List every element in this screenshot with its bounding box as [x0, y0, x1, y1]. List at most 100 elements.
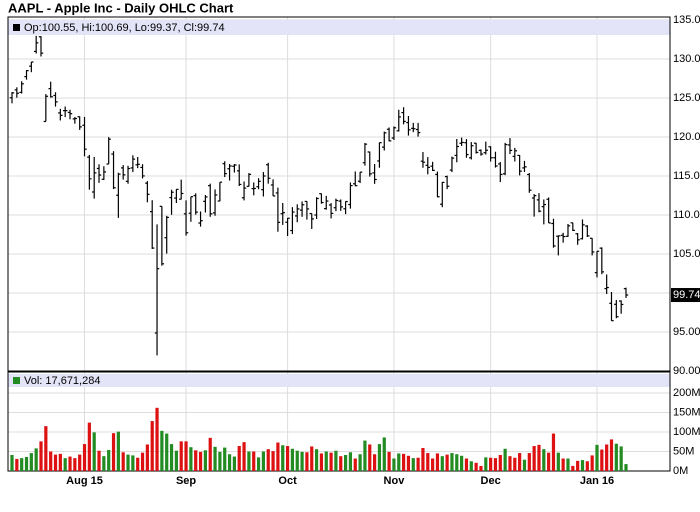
volume-bar [252, 451, 256, 471]
y-tick-label: 0M [673, 465, 688, 477]
x-tick-label: Dec [481, 475, 501, 487]
legend-icon [13, 24, 20, 31]
y-tick-label: 105.00 [673, 248, 700, 260]
y-tick-label: 135.00 [673, 14, 700, 26]
volume-bar [614, 443, 618, 471]
volume-bar [460, 455, 464, 471]
volume-bar [285, 446, 290, 471]
volume-bar [402, 453, 406, 471]
volume-bar [372, 454, 377, 471]
volume-bar [319, 453, 324, 471]
y-tick-label: 100M [673, 426, 700, 438]
y-tick-label: 115.00 [673, 170, 700, 182]
volume-bar [232, 456, 236, 471]
volume-bar [290, 448, 295, 471]
y-tick-label: 125.00 [673, 92, 700, 104]
volume-bar [561, 458, 565, 471]
volume-bar [218, 451, 222, 471]
volume-bar [310, 446, 314, 471]
volume-bar [150, 421, 154, 471]
y-tick-label: 110.00 [673, 209, 700, 221]
last-price-label: 99.74 [673, 289, 700, 301]
volume-bar [353, 458, 357, 471]
volume-bar [421, 447, 425, 471]
volume-bar [145, 444, 149, 471]
volume-bar [126, 454, 130, 471]
volume-bar [179, 441, 183, 471]
volume-bar [160, 430, 164, 471]
volume-bar [49, 451, 53, 471]
y-tick-label: 95.00 [673, 326, 700, 338]
volume-bar [464, 458, 469, 471]
volume-bar [343, 455, 348, 471]
volume-bar [29, 453, 33, 471]
volume-bar [24, 456, 29, 471]
volume-bar [518, 453, 522, 471]
volume-bar [571, 465, 575, 471]
volume-bar [271, 451, 275, 471]
volume-bar [53, 454, 58, 471]
x-tick-label: Oct [278, 475, 297, 487]
volume-bar [39, 441, 43, 471]
volume-bar [551, 433, 556, 471]
volume-bar [78, 454, 82, 471]
volume-bar [15, 458, 19, 471]
volume-bar [281, 445, 285, 471]
volume-bar [498, 455, 502, 471]
volume-bar [503, 448, 507, 471]
volume-bar [87, 422, 91, 471]
volume-bar [416, 457, 420, 471]
volume-bar [609, 439, 614, 471]
y-tick-label: 50M [673, 445, 694, 457]
volume-bar [58, 453, 62, 471]
volume-bar [92, 432, 96, 471]
volume-bar [358, 454, 362, 471]
volume-bar [619, 446, 623, 471]
volume-bar [484, 457, 488, 471]
volume-bar [489, 457, 493, 471]
volume-bar [576, 460, 580, 471]
volume-bar [556, 452, 560, 471]
volume-bar [377, 444, 382, 471]
volume-bar [111, 433, 116, 471]
volume-bar [547, 452, 551, 471]
volume-bar [10, 455, 14, 471]
volume-bar [194, 450, 198, 471]
volume-legend: Vol: 17,671,284 [24, 375, 100, 387]
volume-bar [63, 458, 67, 471]
volume-bar [116, 431, 120, 471]
volume-bar [585, 461, 589, 471]
volume-bar [256, 457, 261, 471]
volume-bar [455, 454, 459, 471]
volume-bar [445, 454, 449, 471]
volume-bar [590, 455, 594, 471]
volume-bar [406, 455, 411, 471]
volume-bar [140, 452, 145, 471]
volume-bar [566, 458, 570, 471]
volume-bar [261, 451, 266, 471]
volume-bar [227, 454, 232, 471]
volume-bar [324, 451, 328, 471]
x-tick-label: Nov [384, 475, 406, 487]
volume-bar [34, 448, 38, 471]
volume-bar [397, 453, 401, 471]
volume-bar [469, 461, 473, 471]
chart-title: AAPL - Apple Inc - Daily OHLC Chart [8, 0, 234, 15]
volume-bar [334, 450, 338, 471]
volume-bar [247, 451, 251, 471]
volume-bar [203, 450, 207, 471]
volume-bar [169, 444, 174, 471]
volume-bar [426, 453, 430, 471]
volume-bar [295, 450, 299, 471]
volume-bar [595, 444, 599, 471]
volume-bar [624, 464, 628, 471]
volume-bar [431, 458, 435, 471]
volume-bar [136, 457, 140, 471]
volume-bar [107, 449, 111, 471]
volume-bar [508, 456, 512, 471]
volume-bar [198, 451, 203, 471]
volume-bar [242, 442, 246, 471]
volume-bar [208, 437, 212, 471]
volume-bar [213, 446, 217, 471]
